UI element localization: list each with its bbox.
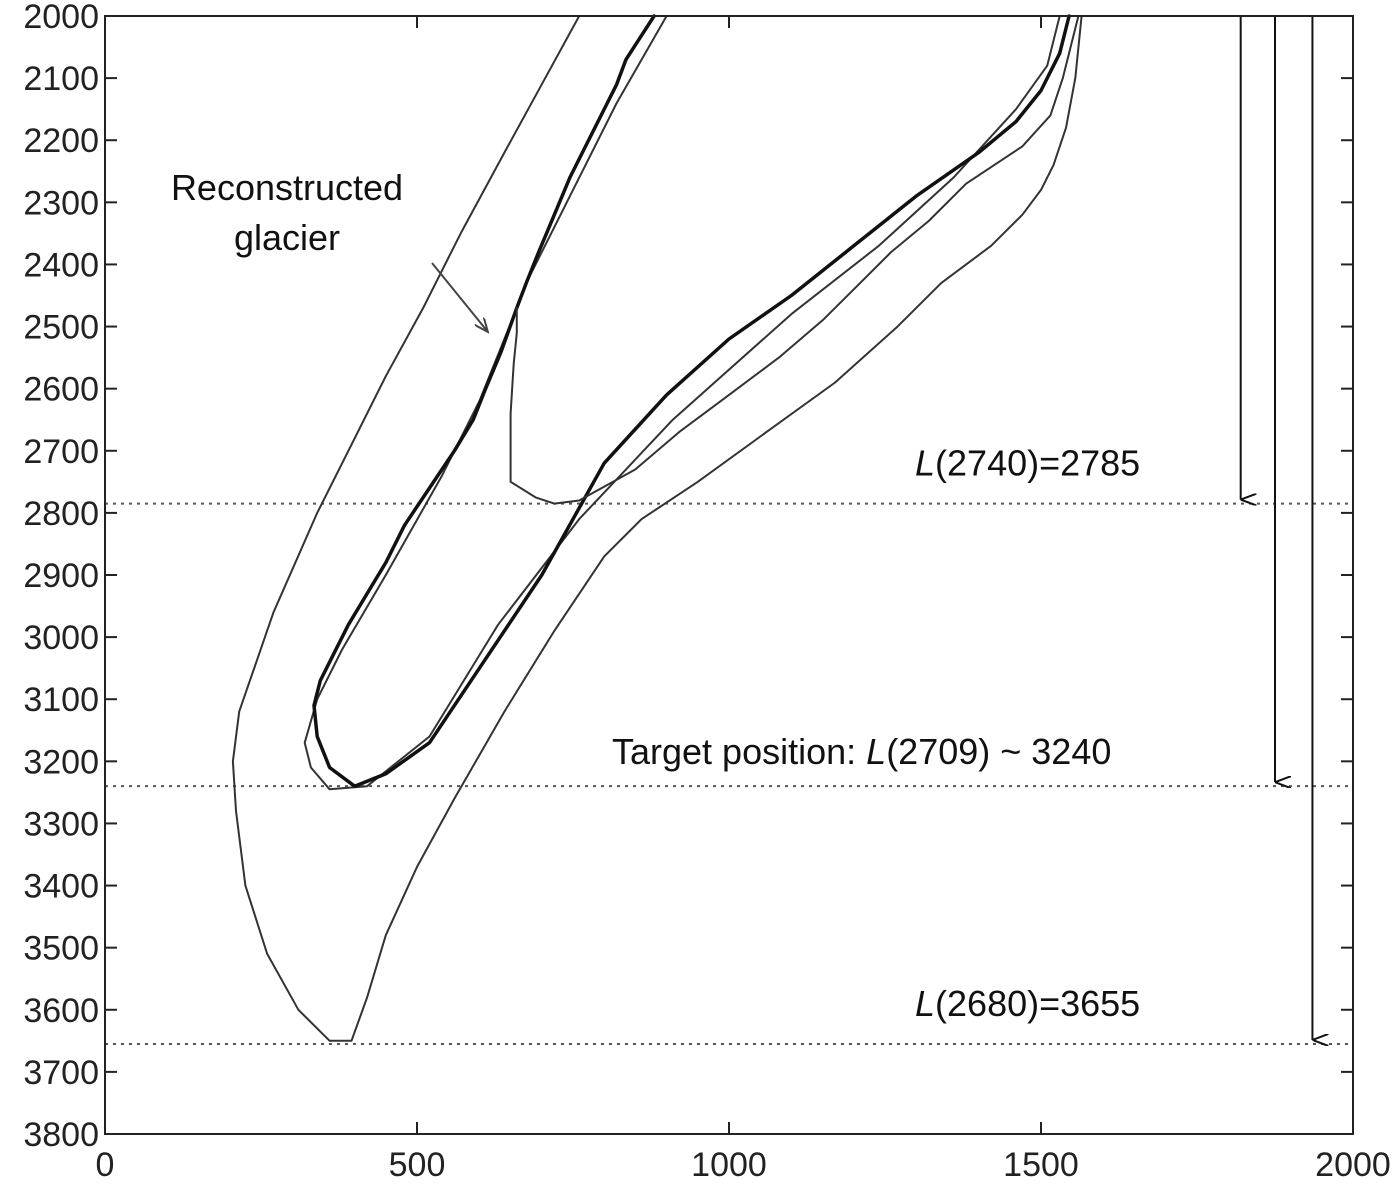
y-tick-label: 2500 [23,309,99,347]
glacier-outline-2 [312,14,1071,788]
x-tick-label: 500 [389,1146,446,1184]
reference-label-2: Target position: L(2709) ~ 3240 [612,731,1111,772]
axis-ticks-layer: 2000 2100 2200 2300 2400 2500 2600 2700 2800 2900… [23,0,1390,1184]
x-tick-label: 0 [96,1146,115,1184]
y-tick-label: 3300 [23,805,99,843]
y-tick-label: 3100 [23,681,99,719]
reference-label-arg: (2740) [935,443,1039,484]
y-tick-label: 2300 [23,184,99,222]
reference-label-value: =3655 [1039,983,1140,1024]
reference-label-3: L(2680)=3655 [915,983,1140,1024]
reference-label-value: =2785 [1039,443,1140,484]
reference-lines-layer [105,16,1353,1044]
reference-label-value: ~ 3240 [990,731,1111,772]
reference-label-func: L [915,443,935,484]
y-tick-label: 2400 [23,246,99,284]
y-tick-label: 2000 [23,0,99,36]
y-tick-label: 2600 [23,371,99,409]
y-tick-label: 3500 [23,930,99,968]
annotation-line-1: Reconstructed [171,167,403,208]
x-tick-label: 1000 [691,1146,767,1184]
y-tick-label: 2900 [23,557,99,595]
y-tick-label: 3700 [23,1054,99,1092]
reference-label-func: L [866,731,886,772]
y-tick-label: 2700 [23,433,99,471]
reference-label-arg: (2680) [935,983,1039,1024]
reference-label-func: L [915,983,935,1024]
reference-label-1: L(2740)=2785 [915,443,1140,484]
series-layer [231,14,1083,1042]
y-tick-label: 3000 [23,619,99,657]
x-tick-label: 1500 [1003,1146,1079,1184]
glacier-outline-1 [303,15,1061,791]
y-tick-label: 3600 [23,992,99,1030]
y-tick-label: 3400 [23,868,99,906]
annotation-arrow [431,262,488,332]
y-tick-label: 2800 [23,495,99,533]
y-tick-label: 3200 [23,743,99,781]
x-tick-label: 2000 [1315,1146,1391,1184]
reference-label-arg: (2709) [886,731,990,772]
y-tick-label: 2100 [23,60,99,98]
annotation-line-2: glacier [234,217,340,258]
glacier-outline-4 [509,15,1080,505]
glacier-outline-3 [231,15,1083,1042]
reference-label-prefix: Target position: [612,731,866,772]
y-tick-label: 3800 [23,1116,99,1154]
y-tick-label: 2200 [23,122,99,160]
